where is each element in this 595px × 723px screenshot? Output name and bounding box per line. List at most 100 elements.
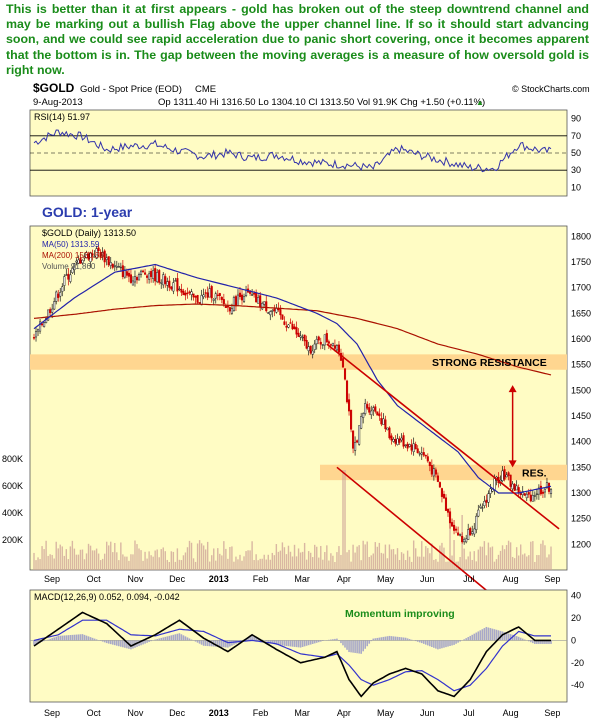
price-bar-body xyxy=(380,418,383,425)
macd-histogram-bar xyxy=(87,636,90,641)
volume-bar xyxy=(372,553,374,570)
volume-bar xyxy=(307,551,310,570)
x-axis-label: Apr xyxy=(337,574,351,584)
price-bar-body xyxy=(127,272,130,277)
volume-bar xyxy=(257,560,259,570)
price-bar-body xyxy=(370,410,373,416)
macd-histogram-bar xyxy=(130,640,132,650)
macd-histogram-bar xyxy=(120,640,122,647)
macd-histogram-bar xyxy=(319,640,322,642)
legend-ma50: MA(50) 1313.59 xyxy=(42,240,100,249)
volume-bar xyxy=(388,544,391,570)
x-axis-label: Nov xyxy=(127,708,144,718)
macd-histogram-bar xyxy=(71,634,74,641)
volume-bar xyxy=(154,550,156,570)
res-label: RES. xyxy=(522,467,547,479)
volume-bar xyxy=(350,561,352,570)
price-bar-body xyxy=(335,345,338,351)
macd-histogram-bar xyxy=(477,631,480,641)
macd-histogram-bar xyxy=(451,640,453,646)
volume-bar xyxy=(130,554,132,570)
price-bar-body xyxy=(285,325,288,328)
volume-bar xyxy=(202,545,205,570)
price-bar-body xyxy=(119,266,122,269)
volume-bar xyxy=(293,544,296,570)
volume-bar xyxy=(239,554,241,570)
volume-bar xyxy=(273,555,276,570)
price-bar-body xyxy=(190,291,193,295)
x-axis-label: Sep xyxy=(544,708,560,718)
macd-histogram-bar xyxy=(445,640,447,648)
volume-bar xyxy=(71,540,74,570)
macd-histogram-bar xyxy=(227,640,229,648)
volume-bar xyxy=(156,549,158,570)
price-bar-body xyxy=(475,515,478,530)
price-bar-body xyxy=(356,440,359,443)
macd-histogram-bar xyxy=(303,640,306,647)
volume-bar xyxy=(526,556,528,570)
price-bar-body xyxy=(529,494,532,502)
volume-bar xyxy=(55,541,57,570)
macd-histogram-bar xyxy=(275,640,278,645)
macd-histogram-bar xyxy=(186,637,189,641)
volume-tick-label: 400K xyxy=(2,508,23,518)
volume-bar xyxy=(520,544,522,570)
volume-bar xyxy=(168,561,171,570)
price-bar-body xyxy=(200,295,203,306)
price-bar-body xyxy=(382,418,385,425)
volume-bar xyxy=(431,543,433,570)
price-bar-body xyxy=(467,529,470,540)
price-bar-body xyxy=(299,335,302,338)
macd-histogram-bar xyxy=(154,639,156,641)
volume-bar xyxy=(429,553,431,570)
volume-bar xyxy=(324,552,326,570)
macd-histogram-bar xyxy=(317,640,320,643)
volume-bar xyxy=(211,555,213,570)
volume-bar xyxy=(400,552,403,570)
volume-bar xyxy=(101,558,104,570)
price-bar-body xyxy=(535,493,538,495)
volume-bar xyxy=(85,553,88,570)
volume-bar xyxy=(495,559,498,570)
volume-bar xyxy=(457,561,459,570)
macd-histogram-bar xyxy=(293,640,296,647)
volume-bar xyxy=(279,550,282,570)
volume-bar xyxy=(435,559,437,570)
upper-channel-line xyxy=(326,343,560,530)
volume-bar xyxy=(118,560,120,570)
volume-bar xyxy=(408,556,411,570)
volume-bar xyxy=(247,550,249,570)
volume-bar xyxy=(180,560,183,570)
price-bar-body xyxy=(455,528,458,531)
price-bar-body xyxy=(164,276,167,284)
volume-bar xyxy=(354,552,356,570)
macd-histogram-bar xyxy=(158,638,161,641)
price-bar-body xyxy=(87,253,90,260)
volume-bar xyxy=(110,541,112,570)
volume-bar xyxy=(285,554,288,570)
volume-bar xyxy=(233,561,235,570)
price-bar-body xyxy=(125,271,128,276)
price-bar-body xyxy=(487,493,490,503)
volume-bar xyxy=(184,552,187,570)
volume-bar xyxy=(449,515,451,570)
price-bar-body xyxy=(291,323,294,330)
macd-histogram-bar xyxy=(160,637,163,641)
macd-histogram-bar xyxy=(473,633,476,641)
macd-histogram-bar xyxy=(295,640,298,648)
volume-bar xyxy=(43,549,45,570)
price-bar-body xyxy=(436,475,439,482)
price-bar-body xyxy=(279,309,282,316)
volume-bar xyxy=(263,554,265,570)
macd-histogram-bar xyxy=(53,637,55,641)
price-bar-body xyxy=(461,535,464,543)
x-axis-label: Oct xyxy=(87,574,102,584)
price-bar-body xyxy=(49,309,52,313)
volume-bar xyxy=(116,552,118,570)
macd-histogram-bar xyxy=(546,640,548,644)
macd-histogram-bar xyxy=(493,629,496,641)
price-bar-body xyxy=(307,346,310,352)
volume-bar xyxy=(283,547,286,570)
volume-bar xyxy=(142,560,144,570)
volume-bar xyxy=(81,549,84,570)
